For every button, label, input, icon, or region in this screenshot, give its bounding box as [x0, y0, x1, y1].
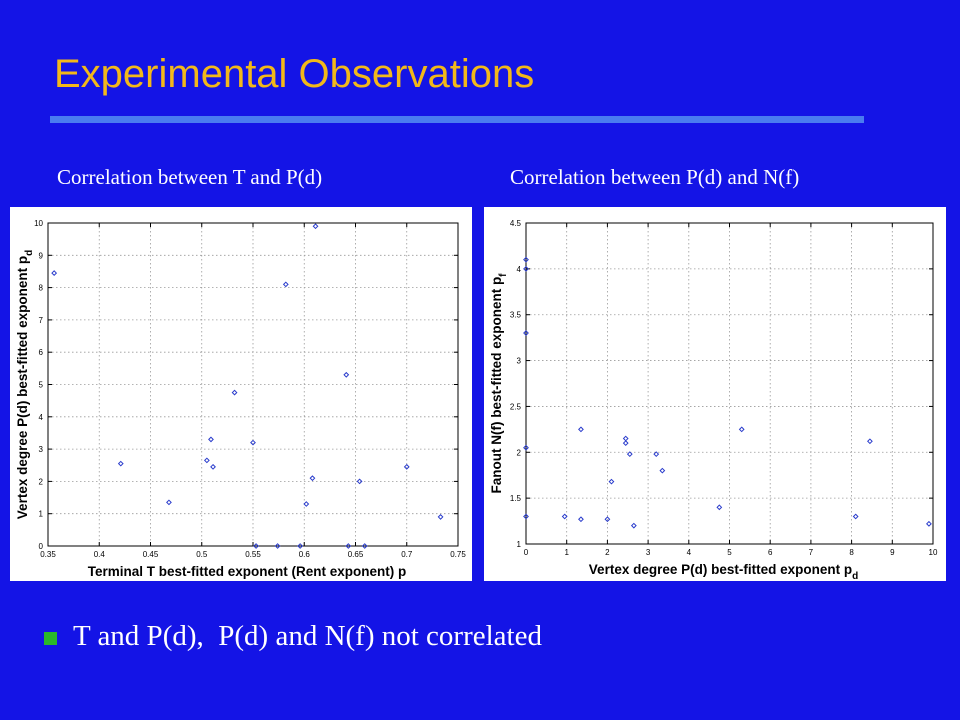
data-point: [653, 451, 660, 458]
y-axis-label-subscript: d: [24, 250, 35, 256]
y-tick-label: 4: [39, 413, 44, 422]
data-point: [361, 543, 368, 549]
scatter-plot-svg-left: 0.35 0.4 0.45 0.5 0.55 0.6 0.65 0.7 0.75 0 1 2 3 4 5 6 7…: [15, 219, 466, 579]
data-point: [622, 440, 629, 447]
data-point: [561, 513, 568, 520]
x-tick-label: 9: [890, 548, 895, 557]
y-axis-label: Vertex degree P(d) best-fitted exponent …: [15, 250, 35, 519]
x-axis-label-subscript: d: [852, 571, 858, 581]
y-tick-label: 4.5: [510, 219, 522, 228]
x-tick-label: 2: [605, 548, 610, 557]
x-tick-label: 0.75: [450, 550, 466, 559]
y-tick-label: 1: [517, 540, 522, 549]
data-point: [523, 330, 529, 336]
data-point: [523, 513, 529, 520]
y-tick-label: 1.5: [510, 494, 522, 503]
data-point: [926, 520, 932, 527]
x-tick-label: 4: [687, 548, 692, 557]
x-tick-label: 8: [849, 548, 854, 557]
data-point: [523, 444, 529, 451]
data-point: [345, 543, 352, 549]
data-point: [622, 435, 629, 442]
data-point: [250, 439, 256, 446]
x-axis-label: Terminal T best-fitted exponent (Rent ex…: [88, 564, 407, 579]
data-point: [117, 460, 124, 467]
y-tick-label: 2: [517, 448, 522, 457]
data-point: [231, 389, 238, 396]
chart-caption-left: Correlation between T and P(d): [57, 165, 323, 189]
bullet-text: T and P(d), P(d) and N(f) not correlated: [73, 620, 542, 652]
data-point: [738, 426, 745, 433]
data-point: [604, 516, 611, 523]
data-point: [274, 543, 281, 549]
x-tick-label: 5: [727, 548, 732, 557]
data-point: [523, 256, 529, 263]
data-point: [716, 504, 723, 511]
scatter-plot-pd-vs-nf: 0 1 2 3 4 5 6 7 8 9 10 1 1.5 2 2.5 3 3.5 4 4.5 Vertex degre…: [484, 207, 946, 581]
x-tick-label: 0.5: [196, 550, 208, 559]
y-tick-label: 2: [39, 477, 44, 486]
scatter-plot-t-vs-pd: 0.35 0.4 0.45 0.5 0.55 0.6 0.65 0.7 0.75 0 1 2 3 4 5 6 7…: [10, 207, 472, 581]
y-tick-label: 0: [39, 542, 44, 551]
data-point: [208, 436, 214, 443]
title-underline: [50, 116, 864, 123]
y-axis-label-subscript: f: [498, 273, 509, 277]
y-tick-label: 2.5: [510, 402, 522, 411]
x-tick-label: 0.55: [245, 550, 261, 559]
data-point: [282, 281, 289, 288]
y-tick-label: 5: [39, 381, 44, 390]
data-point: [309, 475, 316, 482]
data-point: [403, 463, 410, 470]
data-point: [523, 265, 529, 272]
x-tick-label: 6: [768, 548, 773, 557]
y-tick-label: 7: [39, 316, 44, 325]
y-axis-label: Fanout N(f) best-fitted exponent pf: [489, 273, 509, 494]
x-tick-label: 10: [929, 548, 938, 557]
y-tick-label: 1: [39, 510, 44, 519]
data-point: [608, 478, 615, 485]
x-axis-label: Vertex degree P(d) best-fitted exponent …: [589, 562, 858, 581]
data-point: [437, 514, 444, 520]
x-tick-label: 3: [646, 548, 651, 557]
y-tick-label: 4: [517, 265, 522, 274]
data-point: [852, 513, 859, 520]
y-tick-label: 6: [39, 348, 44, 357]
slide-title: Experimental Observations: [54, 52, 535, 96]
y-tick-label: 3.5: [510, 311, 522, 320]
x-tick-label: 0.45: [143, 550, 159, 559]
data-point: [166, 499, 172, 506]
data-point: [626, 451, 633, 458]
data-point: [578, 426, 584, 433]
x-tick-label: 7: [809, 548, 814, 557]
x-tick-label: 0.65: [348, 550, 364, 559]
x-tick-label: 0: [524, 548, 529, 557]
data-point: [203, 457, 210, 464]
data-point: [312, 223, 319, 230]
data-point: [659, 467, 666, 474]
data-point: [343, 371, 350, 378]
data-point: [356, 478, 363, 485]
y-tick-label: 9: [39, 251, 44, 260]
x-tick-label: 0.4: [94, 550, 106, 559]
x-tick-label: 0.7: [401, 550, 413, 559]
bullet-item: T and P(d), P(d) and N(f) not correlated: [44, 620, 542, 653]
x-tick-label: 0.35: [40, 550, 56, 559]
data-point: [578, 516, 584, 523]
x-tick-label: 1: [564, 548, 569, 557]
data-point: [253, 543, 259, 549]
x-tick-label: 0.6: [299, 550, 311, 559]
y-tick-label: 8: [39, 284, 44, 293]
y-tick-label: 3: [39, 445, 44, 454]
data-point: [51, 270, 58, 276]
data-point: [210, 463, 216, 470]
y-tick-label: 10: [34, 219, 43, 228]
data-point: [303, 501, 310, 507]
data-point: [297, 543, 304, 549]
data-point: [867, 438, 873, 445]
chart-caption-right: Correlation between P(d) and N(f): [510, 165, 800, 189]
y-tick-label: 3: [517, 357, 522, 366]
data-point: [630, 522, 637, 529]
bullet-marker: [44, 632, 57, 645]
